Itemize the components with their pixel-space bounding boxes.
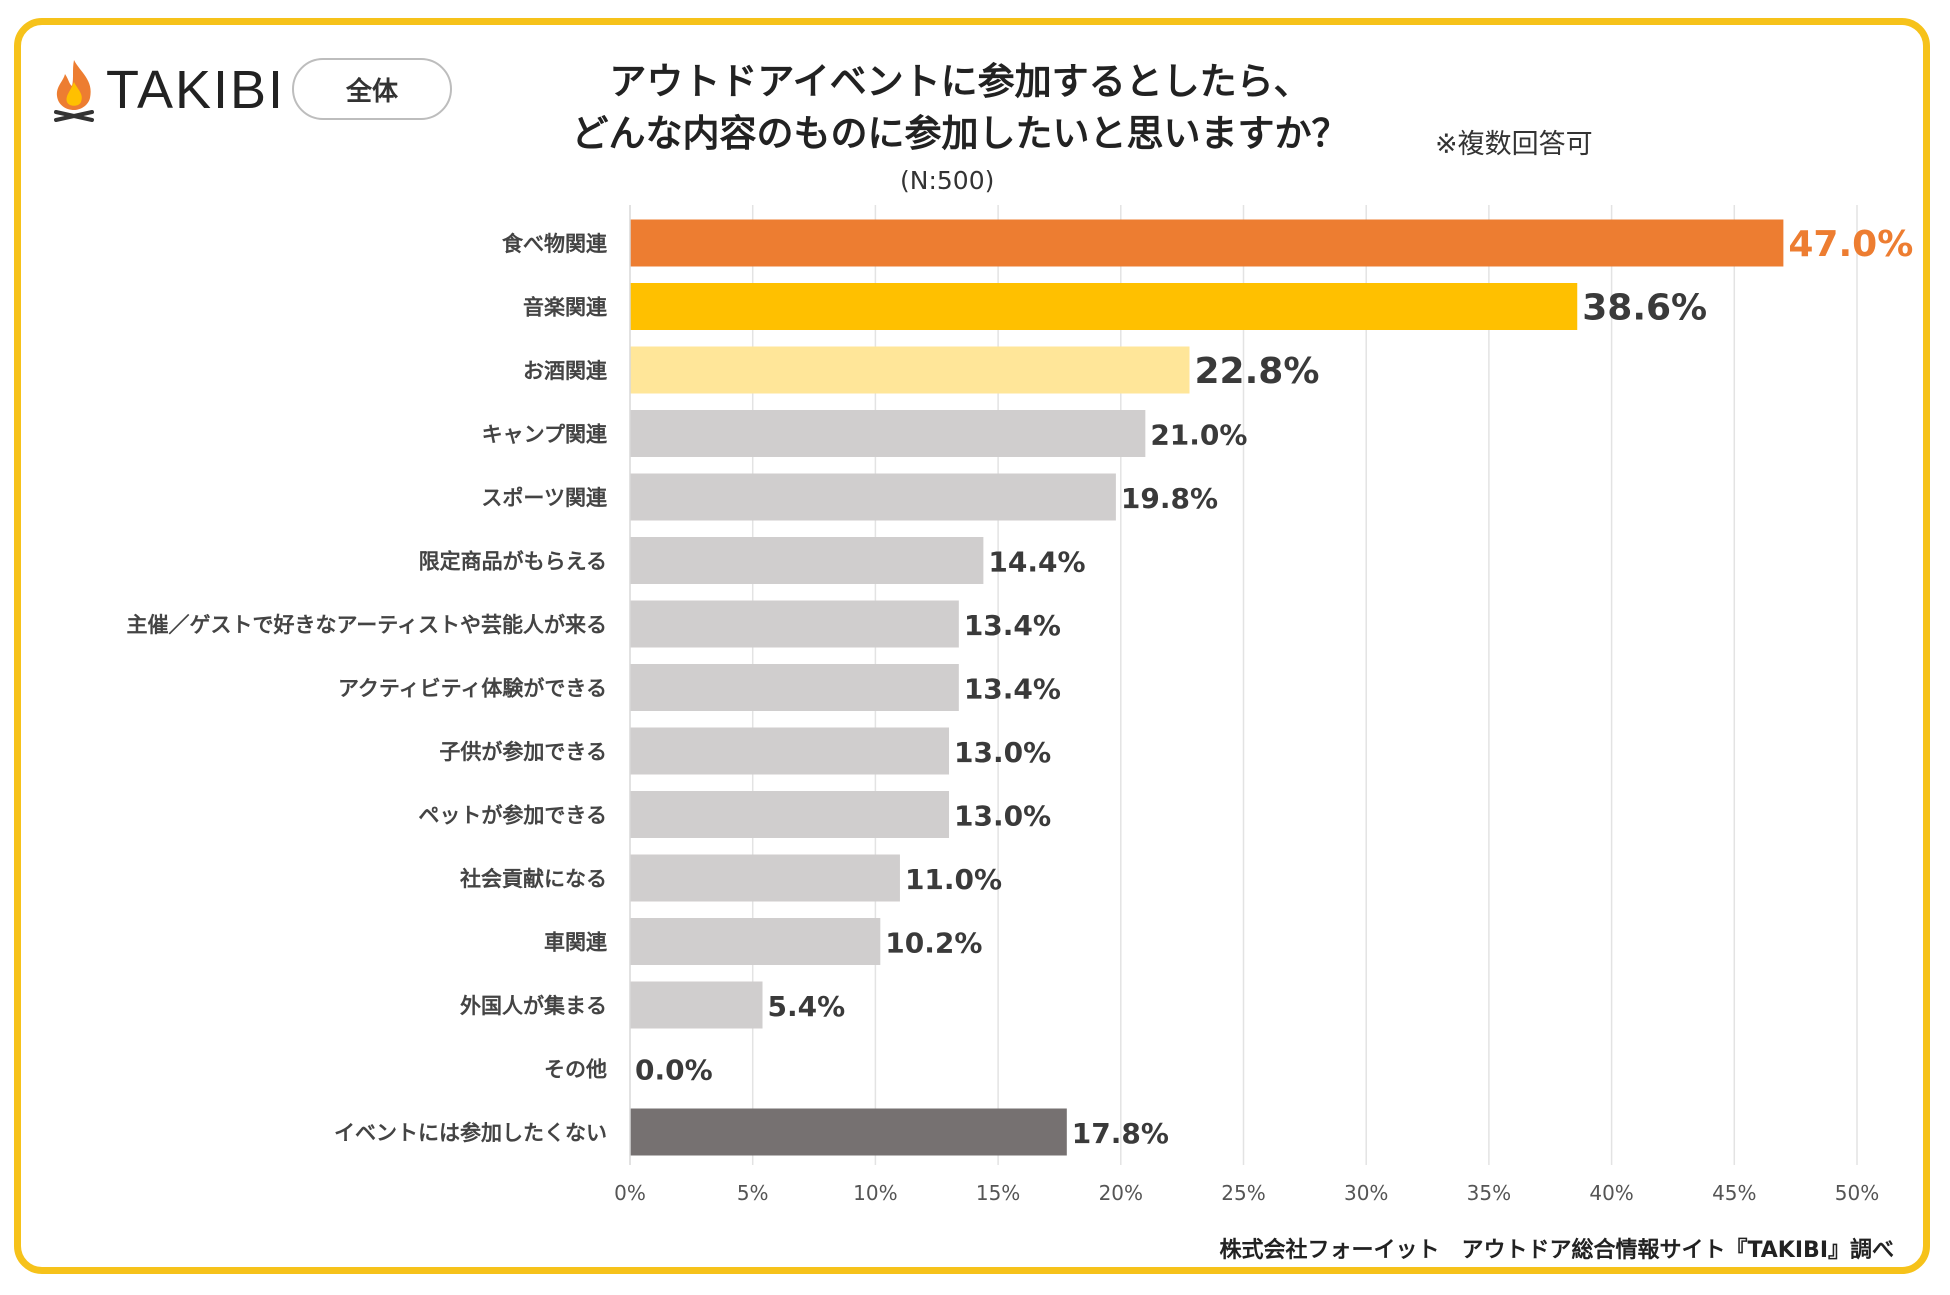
bar (630, 600, 959, 648)
title-line-2: どんな内容のものに参加したいと思いますか？ (571, 112, 1349, 155)
bar (630, 854, 900, 902)
category-label: ペットが参加できる (418, 804, 607, 828)
brand-name: TAKIBI (106, 60, 286, 120)
category-label: 子供が参加できる (439, 740, 607, 764)
category-label: 社会貢献になる (459, 867, 607, 891)
value-label: 21.0% (1150, 419, 1247, 452)
category-label: 主催／ゲストで好きなアーティストや芸能人が来る (127, 613, 607, 637)
value-label: 10.2% (885, 927, 982, 960)
value-label: 13.0% (954, 736, 1051, 769)
x-tick-label: 30% (1344, 1181, 1388, 1205)
multiple-answer-note: ※複数回答可 (1435, 129, 1593, 160)
bar (630, 346, 1190, 394)
category-label: お酒関連 (523, 359, 608, 383)
x-tick-label: 15% (976, 1181, 1020, 1205)
category-label: キャンプ関連 (482, 423, 608, 447)
category-label: アクティビティ体験ができる (338, 677, 607, 701)
bar (630, 1108, 1067, 1156)
value-label: 13.4% (964, 673, 1061, 706)
bar (630, 981, 763, 1029)
value-label: 0.0% (635, 1054, 713, 1087)
bar (630, 791, 950, 838)
x-tick-label: 25% (1221, 1181, 1265, 1205)
x-tick-label: 40% (1589, 1181, 1633, 1205)
category-label: 限定商品がもらえる (419, 550, 607, 574)
value-label: 22.8% (1195, 351, 1320, 392)
value-label: 13.4% (964, 609, 1061, 642)
bar (630, 727, 950, 775)
bar (630, 664, 959, 711)
category-label: スポーツ関連 (481, 486, 608, 510)
x-tick-label: 35% (1467, 1181, 1511, 1205)
bar (630, 918, 881, 965)
category-label: 食べ物関連 (502, 232, 608, 256)
category-label: イベントには参加したくない (334, 1121, 607, 1145)
bar (630, 283, 1578, 330)
campfire-icon (54, 60, 94, 122)
value-label: 5.4% (768, 990, 846, 1023)
value-label: 14.4% (988, 546, 1085, 579)
brand-logo: TAKIBI (50, 58, 285, 122)
sample-size: (N:500) (900, 166, 995, 195)
category-label: 外国人が集まる (460, 994, 607, 1018)
x-tick-label: 0% (614, 1181, 646, 1205)
bar (630, 410, 1146, 457)
chart-title: アウトドアイベントに参加するとしたら、 どんな内容のものに参加したいと思いますか… (520, 56, 1400, 160)
value-label: 11.0% (905, 863, 1002, 896)
category-label: 車関連 (544, 931, 608, 955)
value-label: 13.0% (954, 800, 1051, 833)
title-line-1: アウトドアイベントに参加するとしたら、 (609, 60, 1311, 103)
source-credit: 株式会社フォーイット アウトドア総合情報サイト『TAKIBI』調べ (1219, 1238, 1894, 1263)
x-tick-label: 45% (1712, 1181, 1756, 1205)
x-tick-label: 50% (1835, 1181, 1879, 1205)
category-label: 音楽関連 (523, 296, 608, 320)
x-tick-label: 5% (737, 1181, 769, 1205)
bar (630, 473, 1116, 521)
bar (630, 537, 984, 584)
value-label: 38.6% (1582, 288, 1707, 329)
bar (630, 219, 1784, 267)
category-label: その他 (544, 1058, 607, 1082)
segment-badge: 全体 (292, 58, 452, 120)
value-label: 17.8% (1072, 1117, 1169, 1150)
value-label: 47.0% (1788, 224, 1913, 265)
value-label: 19.8% (1121, 482, 1218, 515)
x-tick-label: 10% (853, 1181, 897, 1205)
x-tick-label: 20% (1099, 1181, 1143, 1205)
